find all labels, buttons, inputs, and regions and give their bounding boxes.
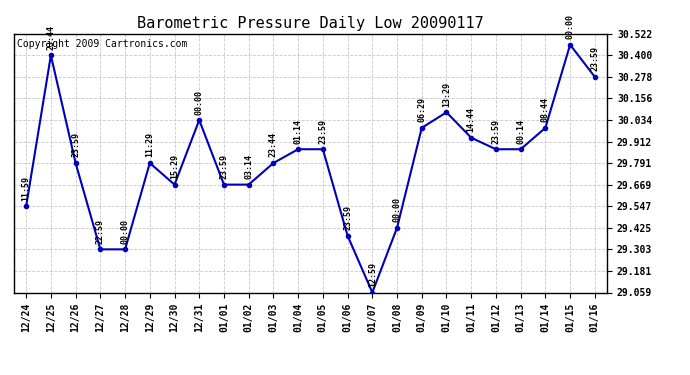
Text: 23:59: 23:59 (491, 118, 500, 144)
Text: 23:59: 23:59 (591, 46, 600, 71)
Text: 14:44: 14:44 (466, 107, 475, 132)
Text: 00:14: 00:14 (516, 118, 525, 144)
Text: 00:00: 00:00 (566, 14, 575, 39)
Text: 23:59: 23:59 (343, 205, 352, 230)
Text: 08:44: 08:44 (541, 97, 550, 122)
Text: 06:29: 06:29 (417, 97, 426, 122)
Text: 23:59: 23:59 (318, 118, 327, 144)
Text: 03:14: 03:14 (244, 154, 253, 179)
Text: 12:59: 12:59 (368, 262, 377, 287)
Text: 01:14: 01:14 (294, 118, 303, 144)
Text: 13:29: 13:29 (442, 82, 451, 107)
Text: 00:00: 00:00 (195, 90, 204, 114)
Text: 23:44: 23:44 (269, 132, 278, 158)
Text: 11:59: 11:59 (21, 176, 30, 201)
Text: 15:29: 15:29 (170, 154, 179, 179)
Text: 23:59: 23:59 (219, 154, 228, 179)
Text: 11:29: 11:29 (146, 132, 155, 158)
Text: 00:00: 00:00 (121, 219, 130, 244)
Text: 00:00: 00:00 (393, 197, 402, 222)
Text: 23:44: 23:44 (46, 25, 55, 50)
Text: 22:59: 22:59 (96, 219, 105, 244)
Text: Copyright 2009 Cartronics.com: Copyright 2009 Cartronics.com (17, 39, 187, 49)
Text: 23:59: 23:59 (71, 132, 80, 158)
Title: Barometric Pressure Daily Low 20090117: Barometric Pressure Daily Low 20090117 (137, 16, 484, 31)
